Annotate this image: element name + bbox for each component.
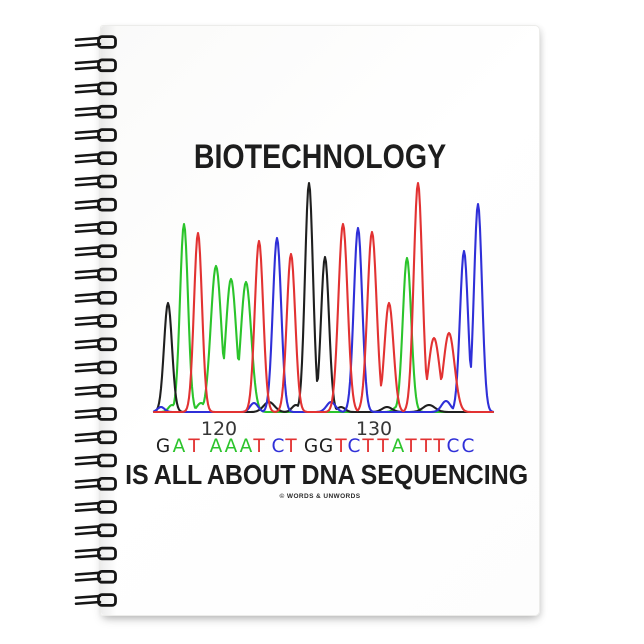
sequence-base-letter: G	[303, 436, 319, 457]
sequence-base-letter: T	[253, 436, 265, 457]
sequence-base-letter: T	[433, 436, 445, 457]
sequence-base-letter: T	[188, 436, 200, 457]
page-title: BIOTECHNOLOGY	[193, 138, 447, 176]
sequence-base-letter: T	[405, 436, 417, 457]
sequence-base-letter: C	[461, 436, 475, 457]
sequence-base-letter: A	[172, 436, 186, 457]
sequence-base-letter: G	[318, 436, 334, 457]
x-tick-label: 120	[200, 418, 238, 440]
page-subtitle: IS ALL ABOUT DNA SEQUENCING	[125, 459, 529, 490]
sequence-base-letter: C	[446, 436, 460, 457]
sequence-base-letter: T	[420, 436, 432, 457]
copyright-text: © WORDS & UNWORDS	[279, 493, 361, 500]
sequence-base-letter: C	[347, 436, 361, 457]
chromatogram-chart	[152, 181, 495, 414]
sequence-base-letter: T	[377, 436, 389, 457]
sequence-base-letter: A	[224, 436, 238, 457]
sequence-base-letter: A	[239, 436, 253, 457]
sequence-base-letter: T	[285, 436, 297, 457]
sequence-base-letter: G	[155, 436, 171, 457]
sequence-base-letter: C	[271, 436, 285, 457]
sequence-base-letter: T	[335, 436, 347, 457]
sequence-base-letter: A	[209, 436, 223, 457]
x-tick-label: 130	[355, 418, 393, 440]
spiral-binding-icon	[74, 35, 117, 607]
sequence-base-letter: T	[362, 436, 374, 457]
sequence-base-letter: A	[391, 436, 405, 457]
